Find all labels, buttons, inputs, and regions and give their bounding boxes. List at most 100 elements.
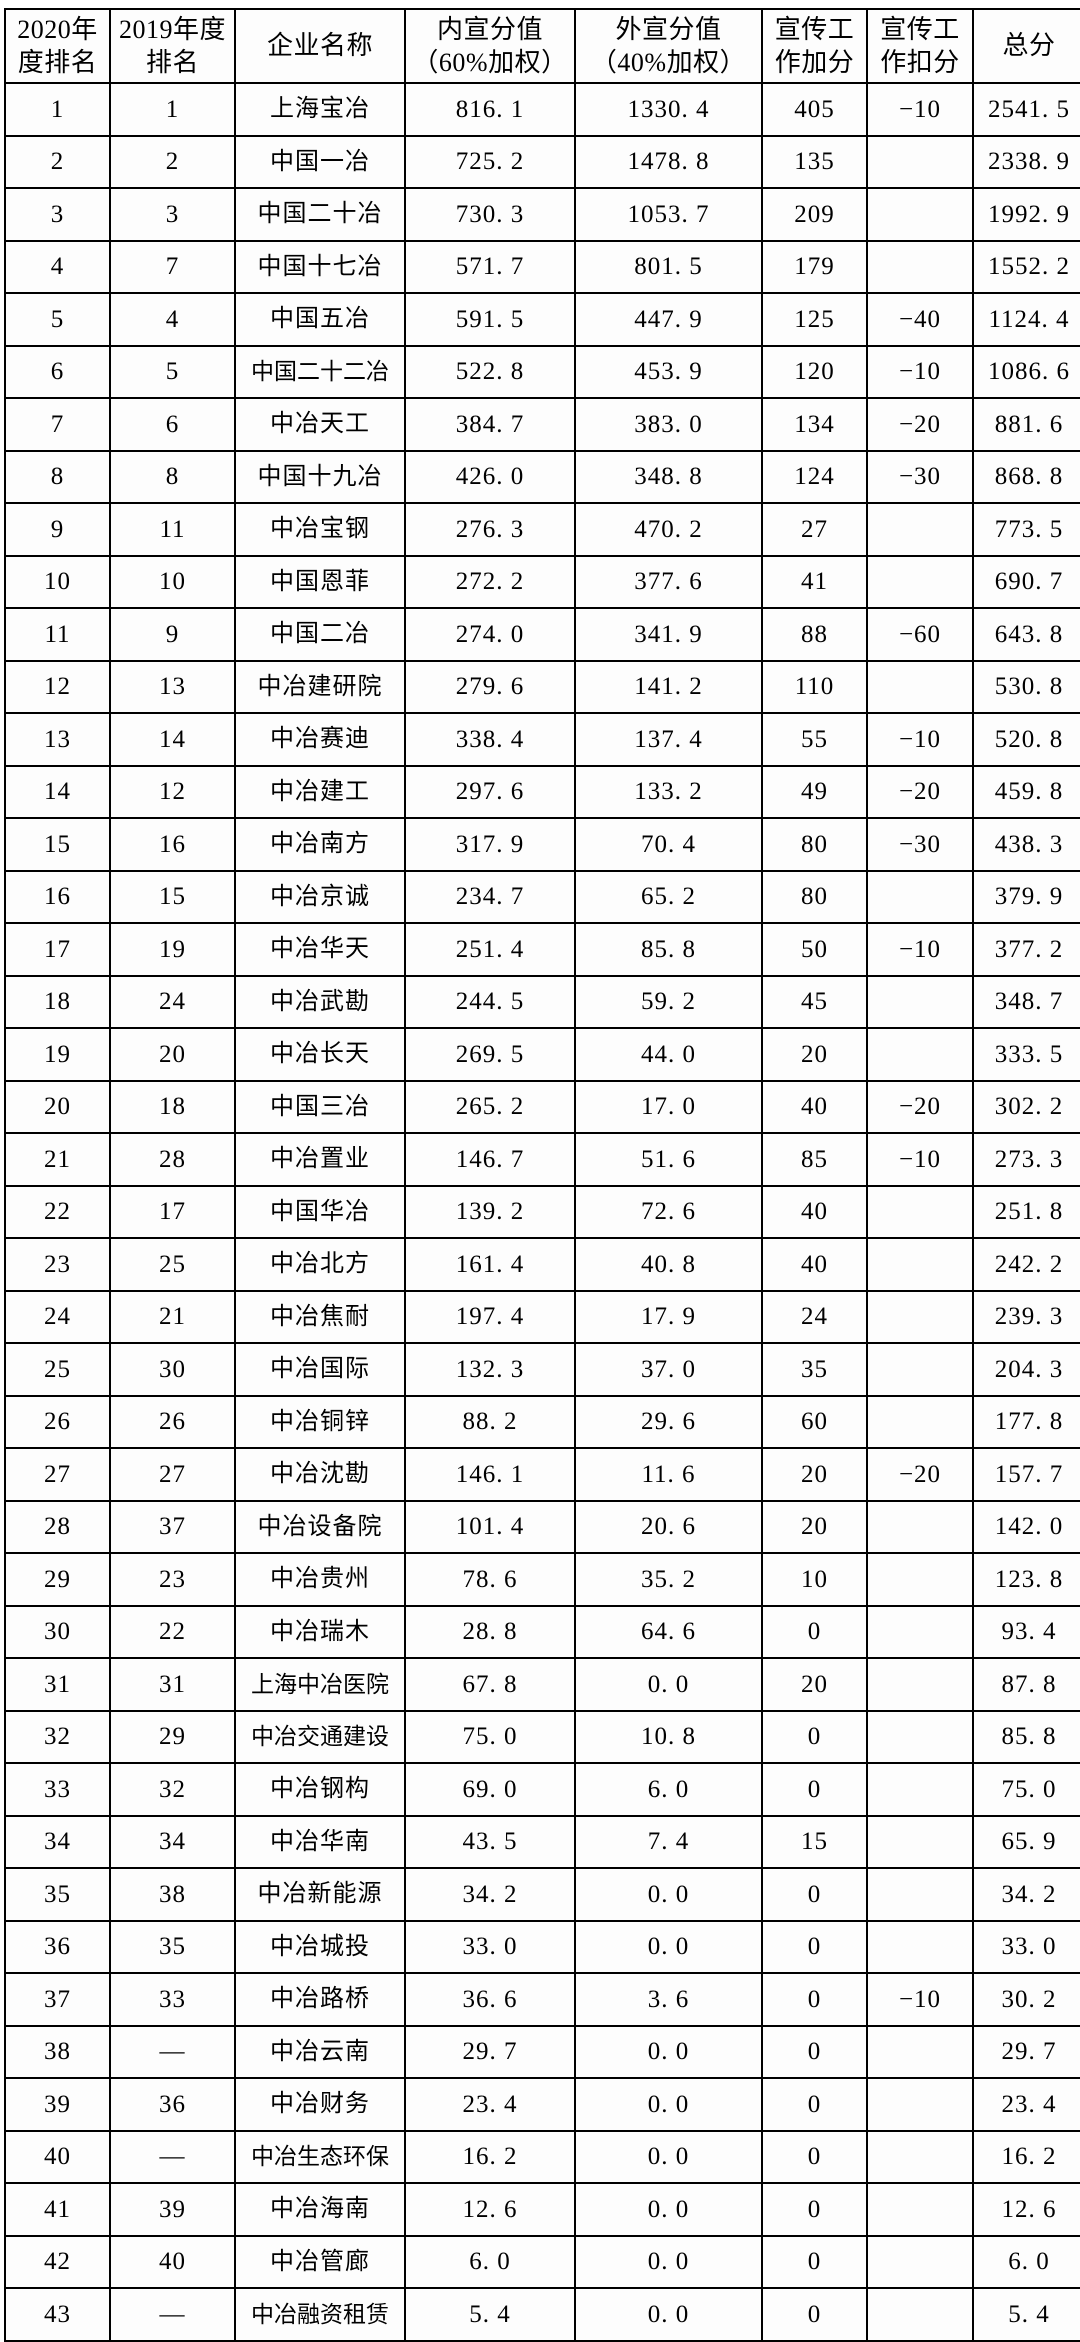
cell-rank2020: 14 bbox=[4, 764, 111, 819]
table-row: 40— 中冶生态环保 16. 2 0. 0 0 16. 2 bbox=[4, 2129, 1080, 2184]
table-row: 3 3 中国二十冶 730. 3 1053. 7 209 1992. 9 bbox=[4, 187, 1080, 242]
cell-penalty: −10 bbox=[866, 712, 974, 767]
cell-penalty bbox=[866, 1342, 974, 1397]
column-header-line: （60%加权） bbox=[412, 48, 568, 77]
cell-total: 1124. 4 bbox=[972, 292, 1080, 347]
cell-total: 1992. 9 bbox=[972, 187, 1080, 242]
cell-inner: 730. 3 bbox=[404, 187, 576, 242]
cell-company: 中冶焦耐 bbox=[234, 1289, 406, 1344]
cell-company: 中国二冶 bbox=[234, 607, 406, 662]
cell-rank2019: 15 bbox=[109, 869, 236, 924]
cell-penalty bbox=[866, 1919, 974, 1974]
cell-inner: 297. 6 bbox=[404, 764, 576, 819]
cell-total: 690. 7 bbox=[972, 554, 1080, 609]
cell-penalty bbox=[866, 502, 974, 557]
cell-inner: 16. 2 bbox=[404, 2129, 576, 2184]
cell-rank2020: 41 bbox=[4, 2182, 111, 2237]
cell-company: 中冶南方 bbox=[234, 817, 406, 872]
cell-outer: 10. 8 bbox=[574, 1709, 763, 1764]
cell-penalty: −60 bbox=[866, 607, 974, 662]
cell-penalty bbox=[866, 1289, 974, 1344]
cell-inner: 725. 2 bbox=[404, 134, 576, 189]
cell-rank2020: 10 bbox=[4, 554, 111, 609]
cell-total: 643. 8 bbox=[972, 607, 1080, 662]
cell-outer: 6. 0 bbox=[574, 1762, 763, 1817]
cell-total: 12. 6 bbox=[972, 2182, 1080, 2237]
cell-inner: 29. 7 bbox=[404, 2024, 576, 2079]
cell-outer: 1053. 7 bbox=[574, 187, 763, 242]
cell-penalty: −20 bbox=[866, 397, 974, 452]
cell-outer: 0. 0 bbox=[574, 2024, 763, 2079]
cell-outer: 801. 5 bbox=[574, 239, 763, 294]
cell-company: 中冶新能源 bbox=[234, 1867, 406, 1922]
cell-company: 中冶北方 bbox=[234, 1237, 406, 1292]
cell-rank2019: 13 bbox=[109, 659, 236, 714]
cell-company: 中冶赛迪 bbox=[234, 712, 406, 767]
cell-bonus: 0 bbox=[761, 2182, 868, 2237]
cell-penalty bbox=[866, 2077, 974, 2132]
cell-company: 中国华冶 bbox=[234, 1184, 406, 1239]
cell-inner: 816. 1 bbox=[404, 82, 576, 137]
cell-penalty bbox=[866, 1604, 974, 1659]
column-header-rank2019: 2019年度 排名 bbox=[109, 8, 236, 84]
cell-penalty: −20 bbox=[866, 1447, 974, 1502]
cell-rank2020: 24 bbox=[4, 1289, 111, 1344]
cell-rank2020: 13 bbox=[4, 712, 111, 767]
cell-penalty bbox=[866, 134, 974, 189]
cell-bonus: 124 bbox=[761, 449, 868, 504]
cell-outer: 133. 2 bbox=[574, 764, 763, 819]
column-header-line: 企业名称 bbox=[266, 31, 373, 61]
cell-bonus: 0 bbox=[761, 2287, 868, 2342]
table-row: 22 17 中国华冶 139. 2 72. 6 40 251. 8 bbox=[4, 1184, 1080, 1239]
table-row: 39 36 中冶财务 23. 4 0. 0 0 23. 4 bbox=[4, 2077, 1080, 2132]
cell-outer: 383. 0 bbox=[574, 397, 763, 452]
cell-bonus: 120 bbox=[761, 344, 868, 399]
cell-inner: 522. 8 bbox=[404, 344, 576, 399]
cell-bonus: 0 bbox=[761, 1919, 868, 1974]
cell-outer: 11. 6 bbox=[574, 1447, 763, 1502]
cell-bonus: 24 bbox=[761, 1289, 868, 1344]
cell-inner: 251. 4 bbox=[404, 922, 576, 977]
cell-outer: 1478. 8 bbox=[574, 134, 763, 189]
cell-penalty bbox=[866, 659, 974, 714]
cell-inner: 88. 2 bbox=[404, 1394, 576, 1449]
cell-outer: 70. 4 bbox=[574, 817, 763, 872]
cell-inner: 146. 1 bbox=[404, 1447, 576, 1502]
cell-rank2019: 2 bbox=[109, 134, 236, 189]
cell-company: 中冶瑞木 bbox=[234, 1604, 406, 1659]
cell-outer: 20. 6 bbox=[574, 1499, 763, 1554]
table-header: 2020年 度排名 2019年度 排名 企业名称 内宣分值 （60%加权） 外宣分值 （40%加… bbox=[4, 8, 1080, 84]
cell-bonus: 0 bbox=[761, 2024, 868, 2079]
cell-inner: 132. 3 bbox=[404, 1342, 576, 1397]
cell-rank2019: 12 bbox=[109, 764, 236, 819]
cell-rank2020: 35 bbox=[4, 1867, 111, 1922]
cell-penalty: −10 bbox=[866, 1132, 974, 1187]
cell-rank2019: 38 bbox=[109, 1867, 236, 1922]
cell-company: 中冶京诚 bbox=[234, 869, 406, 924]
cell-bonus: 15 bbox=[761, 1814, 868, 1869]
cell-total: 302. 2 bbox=[972, 1079, 1080, 1134]
cell-rank2019: 28 bbox=[109, 1132, 236, 1187]
cell-penalty bbox=[866, 2129, 974, 2184]
cell-rank2020: 33 bbox=[4, 1762, 111, 1817]
cell-rank2019: 17 bbox=[109, 1184, 236, 1239]
cell-rank2019: 10 bbox=[109, 554, 236, 609]
cell-outer: 447. 9 bbox=[574, 292, 763, 347]
cell-inner: 139. 2 bbox=[404, 1184, 576, 1239]
cell-penalty bbox=[866, 1762, 974, 1817]
cell-total: 87. 8 bbox=[972, 1657, 1080, 1712]
cell-penalty: −10 bbox=[866, 82, 974, 137]
cell-inner: 276. 3 bbox=[404, 502, 576, 557]
cell-rank2020: 32 bbox=[4, 1709, 111, 1764]
table-row: 26 26 中冶铜锌 88. 2 29. 6 60 177. 8 bbox=[4, 1394, 1080, 1449]
cell-total: 6. 0 bbox=[972, 2234, 1080, 2289]
cell-rank2020: 9 bbox=[4, 502, 111, 557]
column-header-line: 2019年度 bbox=[118, 14, 226, 44]
cell-inner: 338. 4 bbox=[404, 712, 576, 767]
cell-bonus: 20 bbox=[761, 1447, 868, 1502]
column-header-line: 宣传工 bbox=[880, 14, 960, 44]
column-header-line: 作扣分 bbox=[880, 48, 960, 77]
table-row: 8 8 中国十九冶 426. 0 348. 8 124 −30 868. 8 bbox=[4, 449, 1080, 504]
cell-bonus: 134 bbox=[761, 397, 868, 452]
cell-rank2020: 11 bbox=[4, 607, 111, 662]
